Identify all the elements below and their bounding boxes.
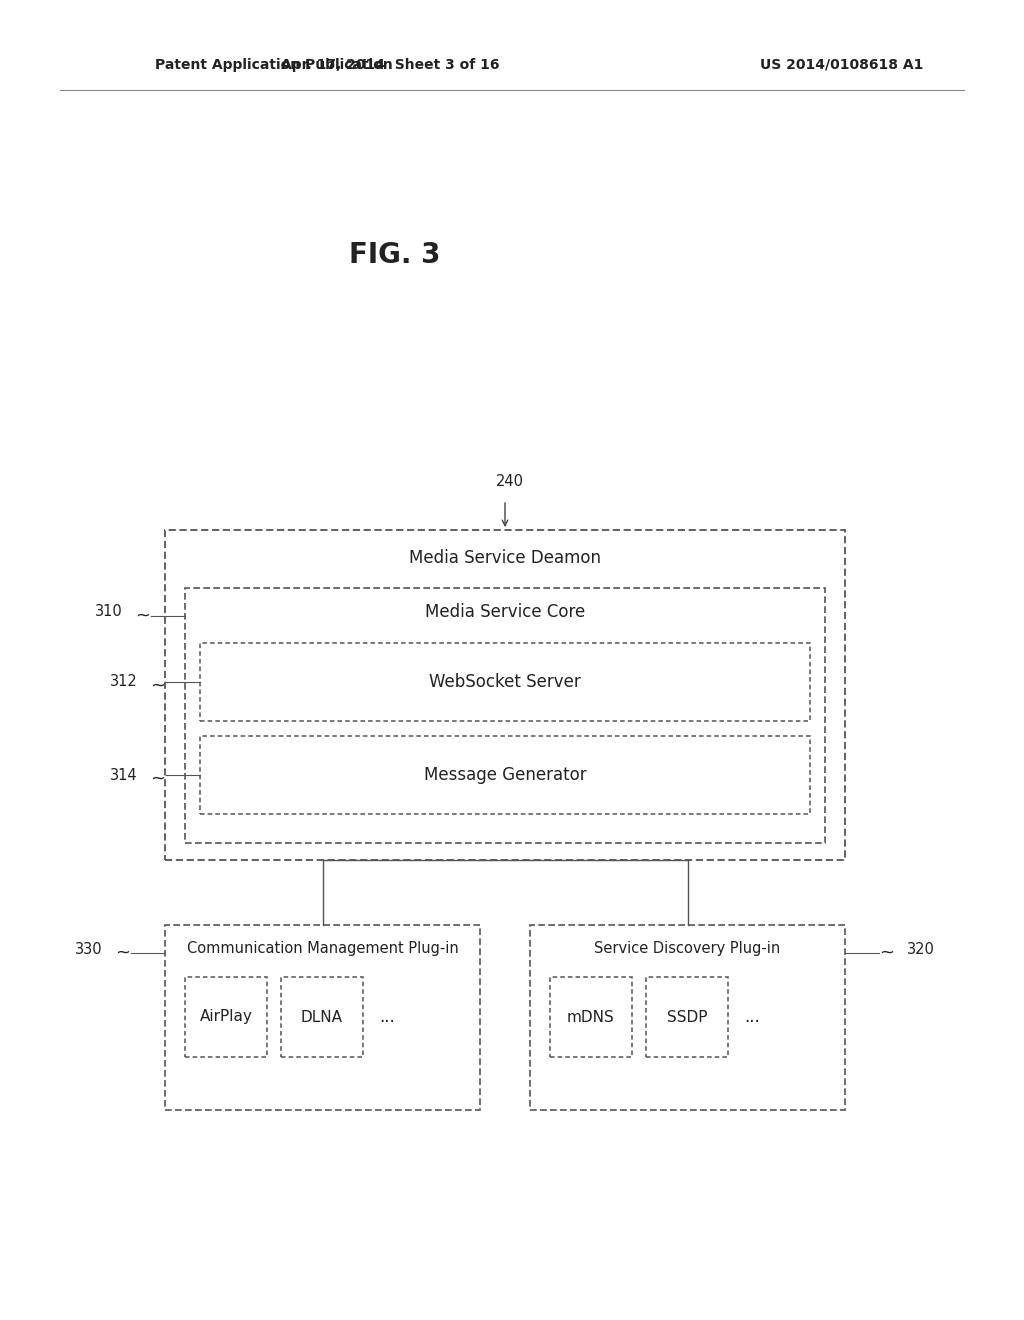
Text: Media Service Deamon: Media Service Deamon (409, 549, 601, 568)
Text: Patent Application Publication: Patent Application Publication (155, 58, 393, 73)
Text: 330: 330 (76, 941, 103, 957)
Text: 310: 310 (95, 605, 123, 619)
Text: ...: ... (744, 1008, 760, 1026)
Text: AirPlay: AirPlay (200, 1010, 253, 1024)
Text: US 2014/0108618 A1: US 2014/0108618 A1 (760, 58, 924, 73)
Bar (200, 737, 810, 814)
Bar (165, 531, 845, 861)
Text: 312: 312 (111, 675, 138, 689)
Text: 240: 240 (496, 474, 524, 490)
Text: ~: ~ (151, 770, 166, 788)
Bar (646, 977, 728, 1057)
Text: Media Service Core: Media Service Core (425, 603, 585, 620)
Bar (200, 643, 810, 721)
Text: 320: 320 (907, 941, 935, 957)
Text: FIG. 3: FIG. 3 (349, 242, 440, 269)
Bar (185, 587, 825, 843)
Text: DLNA: DLNA (301, 1010, 343, 1024)
Text: Apr. 17, 2014  Sheet 3 of 16: Apr. 17, 2014 Sheet 3 of 16 (281, 58, 500, 73)
Text: ~: ~ (880, 944, 895, 962)
Text: 314: 314 (111, 767, 138, 783)
Text: mDNS: mDNS (567, 1010, 614, 1024)
Text: ~: ~ (116, 944, 130, 962)
Text: ~: ~ (135, 607, 151, 624)
Text: Message Generator: Message Generator (424, 766, 587, 784)
Bar (185, 977, 267, 1057)
Bar (530, 925, 845, 1110)
Text: Service Discovery Plug-in: Service Discovery Plug-in (594, 941, 780, 957)
Text: ...: ... (379, 1008, 395, 1026)
Text: SSDP: SSDP (667, 1010, 708, 1024)
Bar (281, 977, 362, 1057)
Bar (165, 925, 480, 1110)
Text: WebSocket Server: WebSocket Server (429, 673, 581, 690)
Bar (550, 977, 632, 1057)
Text: Communication Management Plug-in: Communication Management Plug-in (186, 941, 459, 957)
Text: ~: ~ (151, 677, 166, 696)
